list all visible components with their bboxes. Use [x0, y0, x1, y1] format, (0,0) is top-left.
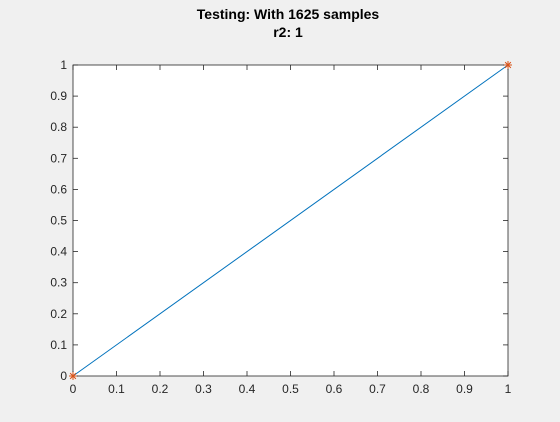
x-tick-label: 0 — [70, 382, 77, 396]
data-point-marker — [504, 61, 512, 69]
y-tick-label: 0 — [60, 369, 67, 383]
x-tick-label: 0.9 — [456, 382, 473, 396]
y-tick-label: 0.1 — [50, 338, 67, 352]
x-tick-label: 0.6 — [326, 382, 343, 396]
y-tick-label: 0.3 — [50, 276, 67, 290]
series-line — [72, 64, 509, 377]
x-tick-label: 0.8 — [413, 382, 430, 396]
y-tick-label: 0.9 — [50, 89, 67, 103]
y-tick-label: 0.8 — [50, 120, 67, 134]
y-tick-label: 0.2 — [50, 307, 67, 321]
axes-box — [72, 64, 509, 377]
y-tick-label: 0.4 — [50, 245, 67, 259]
x-tick-label: 0.2 — [152, 382, 169, 396]
x-tick-label: 1 — [505, 382, 512, 396]
x-tick-label: 0.1 — [108, 382, 125, 396]
chart-title: Testing: With 1625 samples — [197, 6, 380, 22]
x-tick-label: 0.4 — [239, 382, 256, 396]
y-tick-label: 0.6 — [50, 182, 67, 196]
x-tick-label: 0.5 — [282, 382, 299, 396]
plot-axes: 0 0.1 0.2 0.3 0.4 0.5 0.6 0.7 0.8 0.9 1 0 0.1 0.2 0.3 0… — [50, 58, 512, 396]
y-tick-label: 0.7 — [50, 151, 67, 165]
x-tick-label: 0.3 — [195, 382, 212, 396]
data-point-marker — [69, 372, 77, 380]
y-tick-label: 1 — [60, 58, 67, 72]
y-tick-label: 0.5 — [50, 214, 67, 228]
chart-subtitle: r2: 1 — [273, 24, 303, 40]
x-tick-label: 0.7 — [369, 382, 386, 396]
